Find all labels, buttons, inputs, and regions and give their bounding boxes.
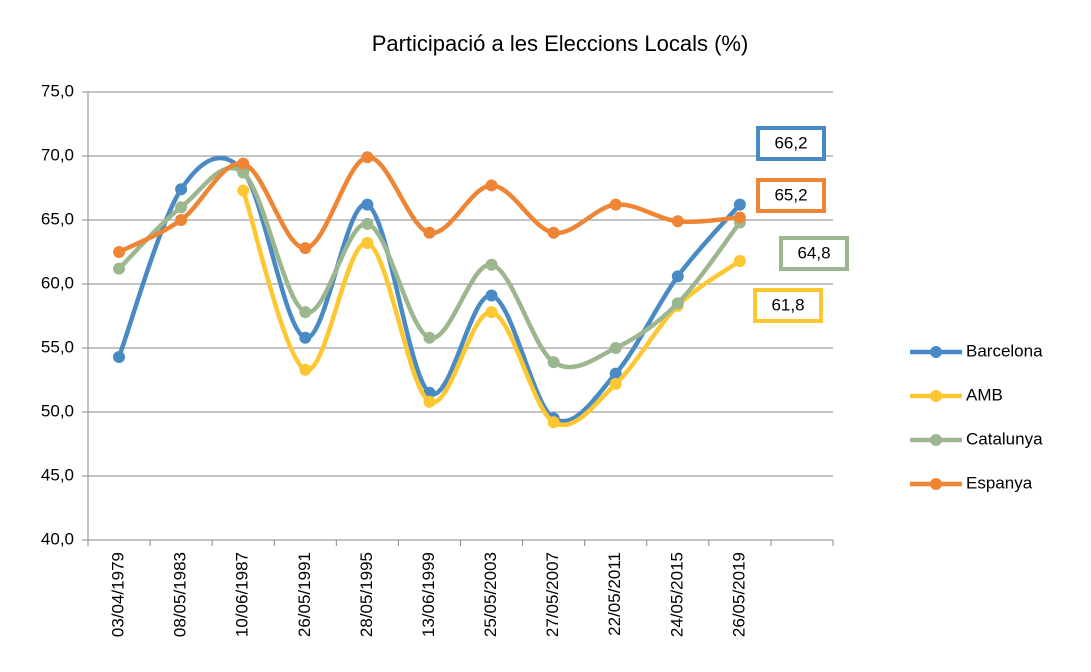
- legend-marker: [930, 346, 942, 358]
- point: [361, 237, 374, 250]
- legend-label: AMB: [966, 385, 1003, 404]
- point: [361, 151, 374, 164]
- point: [113, 262, 126, 275]
- y-tick-label: 70,0: [41, 145, 74, 164]
- value-label-box: [756, 178, 826, 213]
- point: [175, 201, 188, 214]
- point: [733, 211, 746, 224]
- x-tick-label: 03/04/1979: [109, 552, 128, 637]
- x-tick-label: 25/05/2003: [481, 552, 500, 637]
- point: [423, 331, 436, 344]
- point: [671, 215, 684, 228]
- value-label: 66,2: [774, 133, 807, 152]
- point: [609, 198, 622, 211]
- point: [609, 342, 622, 354]
- y-tick-label: 50,0: [41, 401, 74, 420]
- point: [671, 297, 684, 310]
- point: [423, 395, 436, 408]
- point: [547, 416, 560, 429]
- legend-label: Espanya: [966, 473, 1033, 492]
- value-label: 64,8: [797, 243, 830, 262]
- point: [175, 183, 188, 196]
- y-tick-label: 40,0: [41, 529, 74, 548]
- point: [485, 306, 498, 319]
- value-label-box: [756, 126, 826, 161]
- y-tick-label: 75,0: [41, 81, 74, 100]
- point: [175, 214, 188, 226]
- x-tick-label: 10/06/1987: [233, 552, 252, 637]
- point: [733, 254, 746, 267]
- legend-label: Barcelona: [966, 341, 1043, 360]
- point: [361, 198, 374, 211]
- x-tick-label: 08/05/1983: [171, 552, 190, 637]
- y-tick-label: 65,0: [41, 209, 74, 228]
- legend-label: Catalunya: [966, 429, 1043, 448]
- point: [299, 242, 312, 255]
- point: [299, 306, 312, 319]
- point: [299, 331, 312, 344]
- point: [609, 377, 622, 390]
- legend-marker: [930, 478, 942, 490]
- point: [113, 350, 126, 363]
- value-label: 61,8: [771, 295, 804, 314]
- series-line: [117, 165, 742, 370]
- x-tick-label: 26/05/2019: [729, 552, 748, 637]
- series-line: [116, 155, 742, 424]
- point: [485, 289, 498, 302]
- point: [485, 258, 498, 271]
- point: [299, 363, 312, 376]
- point: [671, 270, 684, 283]
- legend-marker: [930, 390, 942, 402]
- point: [547, 226, 560, 239]
- point: [423, 226, 436, 239]
- value-label-box: [753, 288, 823, 323]
- point: [237, 166, 250, 179]
- y-tick-label: 60,0: [41, 273, 74, 292]
- point: [733, 198, 746, 211]
- point: [237, 157, 250, 170]
- point: [547, 356, 560, 369]
- point: [237, 184, 250, 197]
- x-tick-label: 24/05/2015: [667, 552, 686, 637]
- x-tick-label: 13/06/1999: [419, 552, 438, 637]
- point: [361, 217, 374, 230]
- chart-title: Participació a les Eleccions Locals (%): [372, 31, 749, 56]
- point: [485, 179, 498, 192]
- x-tick-label: 28/05/1995: [357, 552, 376, 637]
- x-tick-label: 27/05/2007: [543, 552, 562, 637]
- x-tick-label: 26/05/1991: [295, 552, 314, 637]
- point: [609, 367, 622, 380]
- value-label: 65,2: [774, 185, 807, 204]
- legend-marker: [930, 434, 942, 446]
- y-tick-label: 45,0: [41, 465, 74, 484]
- point: [113, 246, 126, 258]
- value-label-box: [779, 236, 849, 271]
- x-tick-label: 22/05/2011: [605, 552, 624, 636]
- y-tick-label: 55,0: [41, 337, 74, 356]
